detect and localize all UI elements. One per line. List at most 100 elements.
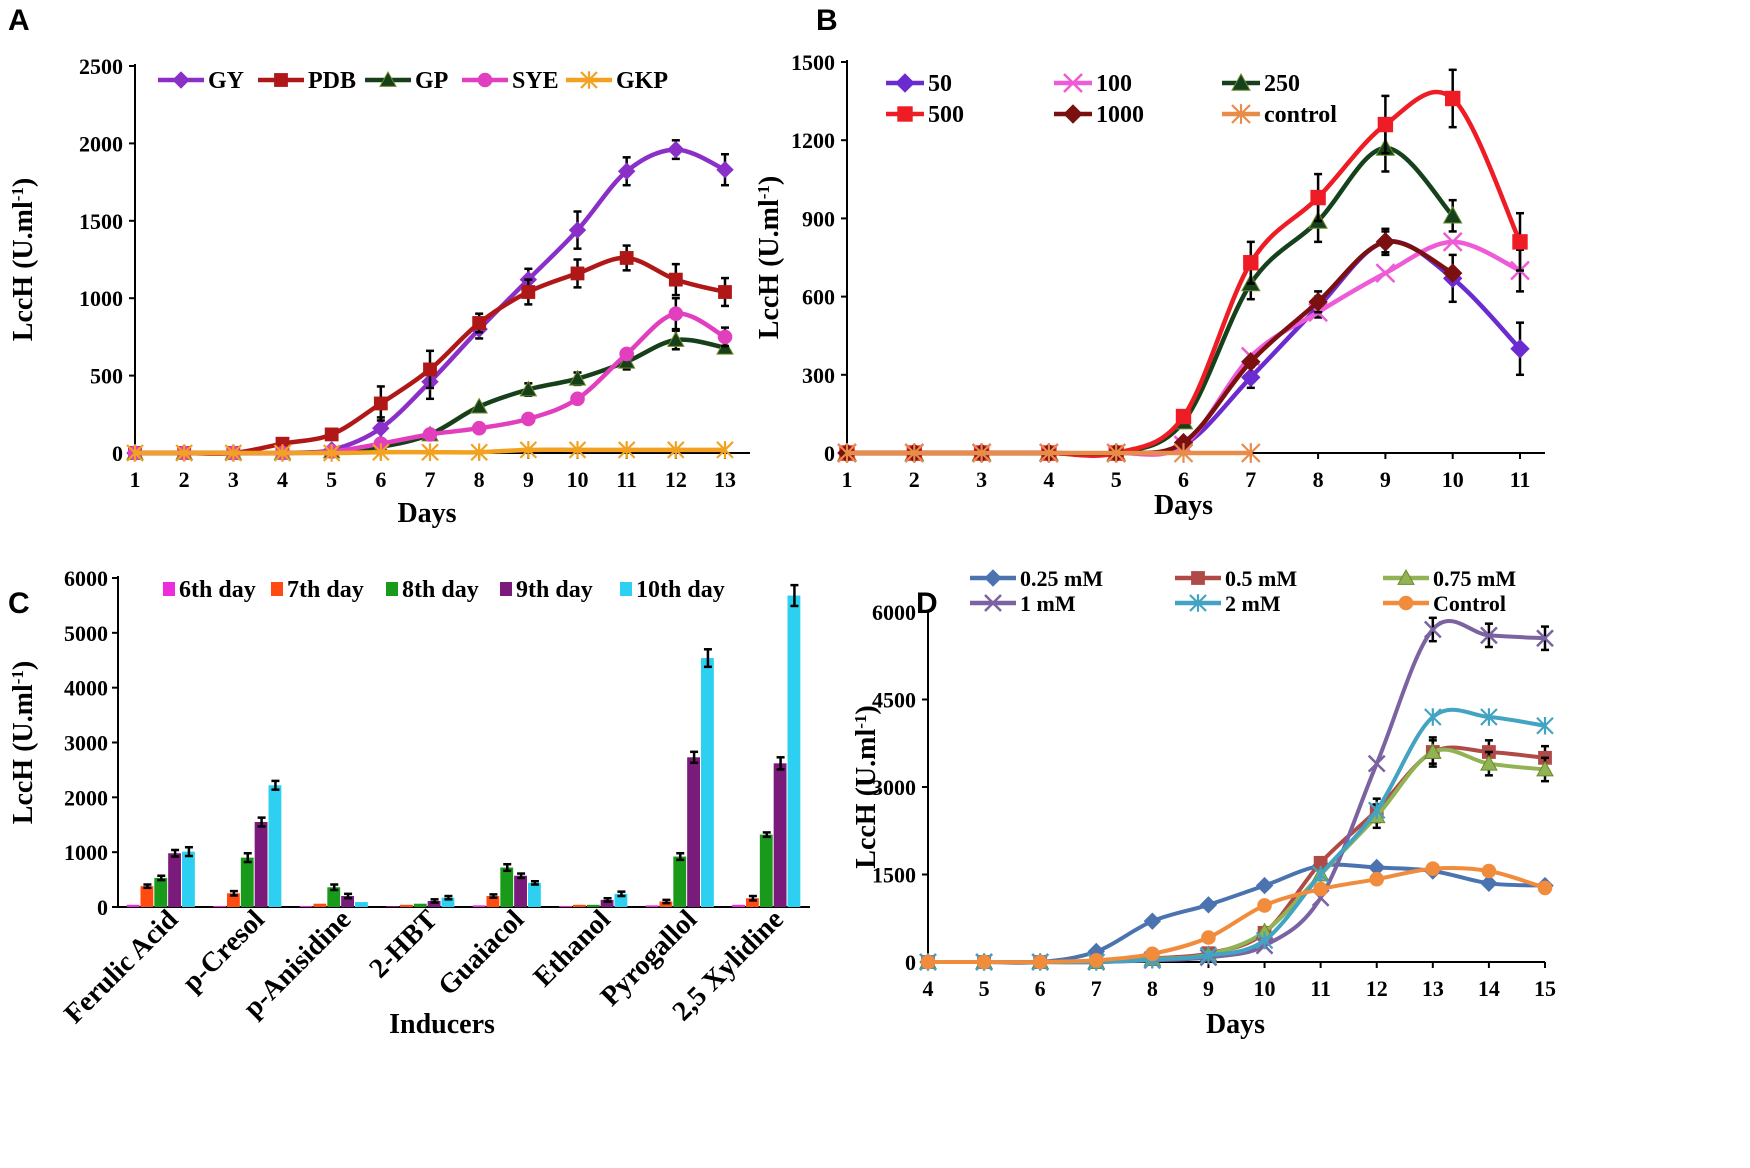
y-tick-label: 3000 [64,731,108,756]
y-axis-title: LccH (U.ml-1) [851,705,882,868]
y-tick-label: 3000 [872,775,916,800]
bar-10th-day-2-5-xylidine [787,595,801,907]
x-tick-label: 11 [1310,976,1331,1001]
x-tick-label: 9 [1203,976,1214,1001]
bar-8th-day-ferulic-acid [154,877,168,907]
y-axis-title-superscript: -1 [8,670,27,684]
legend-label-0-25-mm: 0.25 mM [1020,566,1103,591]
y-tick-label: 6000 [872,600,916,625]
data-point-gkp [273,444,292,462]
y-tick-label: 0 [97,895,108,920]
data-point-control [1425,861,1441,876]
x-tick-label: 8 [474,467,485,492]
y-tick-label: 1000 [79,286,123,311]
x-tick-label: 1 [842,467,853,492]
bar-6th-day-ferulic-acid [126,904,140,907]
y-tick-label: 300 [802,363,835,388]
data-point-2-mm [1311,865,1330,884]
y-tick-label: 2500 [79,54,123,79]
legend-label-100: 100 [1096,71,1132,97]
bar-6th-day-p-cresol [213,905,226,907]
data-point-sye [619,346,634,362]
data-point-50 [1510,339,1530,359]
legend-marker-50 [895,73,915,93]
data-point-1-mm [1536,629,1554,648]
data-point-gkp [568,441,587,459]
data-point-gp [470,397,489,414]
data-point-1-mm [1367,754,1386,773]
data-point-sye [521,411,536,427]
bar-7th-day-ferulic-acid [140,886,154,907]
y-axis-title: LccH (U.ml-1) [8,661,39,824]
data-point-2-mm [1199,946,1218,965]
data-point-control [1039,443,1059,463]
data-point-100 [1375,263,1396,284]
legend-marker-0-5-mm [1191,571,1205,585]
data-point-control [1145,946,1160,962]
x-tick-label: 14 [1478,976,1500,1001]
legend-label-250: 250 [1264,71,1300,97]
data-point-gp [568,369,587,386]
legend: 0.25 mM 0.5 mM 0.75 mM 1 mM 2 mM Control [970,566,1516,616]
data-point-gkp [617,441,636,459]
data-point-control [904,443,925,463]
legend-label-gp: GP [415,68,448,94]
data-point-control [1088,952,1104,968]
data-point-control [971,443,992,463]
legend-label-10th-day: 10th day [636,577,725,603]
legend: GY PDB GP SYE GKP [158,68,668,94]
y-axis-title-main: LccH (U.ml [754,199,785,339]
bar-7th-day-2-5-xylidine [745,898,759,907]
x-tick-label: 13 [714,467,736,492]
legend-marker-gy [172,71,190,89]
y-axis-title: LccH (U.ml-1) [754,176,785,339]
data-point-0-25-mm [1199,896,1218,914]
legend-swatch-9th-day [500,582,512,596]
data-point-control [920,954,936,970]
x-tick-label: 4 [923,976,934,1001]
data-point-gkp [470,443,488,462]
x-tick-label: 7 [1091,976,1102,1001]
data-point-gkp [421,443,439,462]
x-tick-label: 7 [425,467,436,492]
y-axis-title-close: ) [754,176,785,185]
data-point-gy [617,162,636,180]
data-point-pdb [619,251,634,265]
bar-8th-day-p-cresol [240,857,254,907]
bar-10th-day-p-anisidine [355,902,368,907]
legend-label-7th-day: 7th day [287,577,364,603]
series-line-1000 [847,239,1454,457]
legend-marker-gkp [580,71,598,89]
data-point-control [1032,954,1048,970]
data-point-2-mm [1536,716,1554,735]
data-point-pdb [373,396,388,411]
data-point-1000 [1442,263,1463,283]
bar-10th-day-pyrogallol [701,658,714,907]
data-point-gkp [716,441,734,459]
data-point-1-mm [1423,620,1442,639]
legend-marker-1000 [1063,104,1083,124]
x-tick-label: 5 [979,976,990,1001]
series-0-75-mm [919,739,1554,969]
series-250 [837,123,1463,461]
legend-swatch-7th-day [271,582,283,596]
data-point-1000 [1241,352,1261,372]
x-tick-label: 13 [1422,976,1444,1001]
bar-9th-day-p-anisidine [341,896,355,907]
x-tick-label: 4 [277,467,288,492]
bar-7th-day-ethanol [572,904,586,907]
bar-6th-day-guaiacol [472,905,486,907]
legend-label-control: control [1264,102,1337,128]
data-point-2-mm [1367,801,1386,820]
data-point-gp [519,380,538,397]
bar-10th-day-guaiacol [528,882,541,907]
x-tick-label: 8 [1147,976,1158,1001]
x-tick-label: 5 [326,467,337,492]
bar-9th-day-2-hbt [427,900,441,907]
data-point-control [1241,443,1261,463]
legend-marker-gp [379,70,397,87]
series-control [920,861,1553,970]
panel-letter-c: C [8,587,30,620]
x-tick-label: 4 [1043,467,1054,492]
